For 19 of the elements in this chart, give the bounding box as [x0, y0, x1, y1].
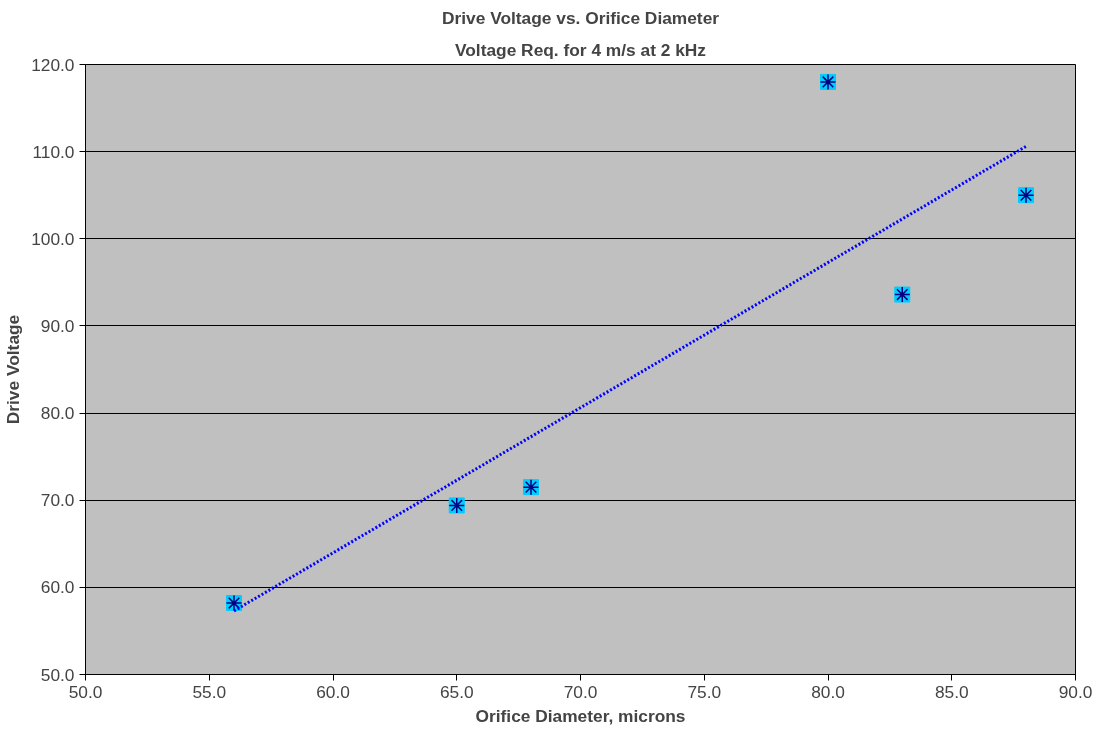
- x-tick-label: 70.0: [563, 681, 598, 702]
- x-tick-label: 80.0: [811, 681, 845, 702]
- x-axis-title: Orifice Diameter, microns: [475, 705, 686, 726]
- x-tick-label: 60.0: [316, 681, 350, 702]
- y-tick-label: 60.0: [40, 577, 75, 598]
- x-tick-label: 90.0: [1058, 681, 1093, 702]
- y-tick-label: 120.0: [31, 54, 75, 75]
- x-tick-label: 65.0: [439, 681, 474, 702]
- y-tick-label: 100.0: [31, 228, 75, 249]
- x-tick-label: 75.0: [687, 681, 722, 702]
- chart-title: Drive Voltage vs. Orifice Diameter: [441, 7, 720, 28]
- chart-subtitle: Voltage Req. for 4 m/s at 2 kHz: [455, 39, 707, 60]
- x-tick-label: 55.0: [192, 681, 227, 702]
- y-axis-title: Drive Voltage: [3, 314, 24, 425]
- x-tick-label: 85.0: [934, 681, 969, 702]
- y-tick-label: 80.0: [40, 403, 75, 424]
- y-tick-label: 90.0: [40, 315, 75, 336]
- y-tick-label: 70.0: [40, 490, 75, 511]
- y-tick-label: 110.0: [32, 141, 75, 162]
